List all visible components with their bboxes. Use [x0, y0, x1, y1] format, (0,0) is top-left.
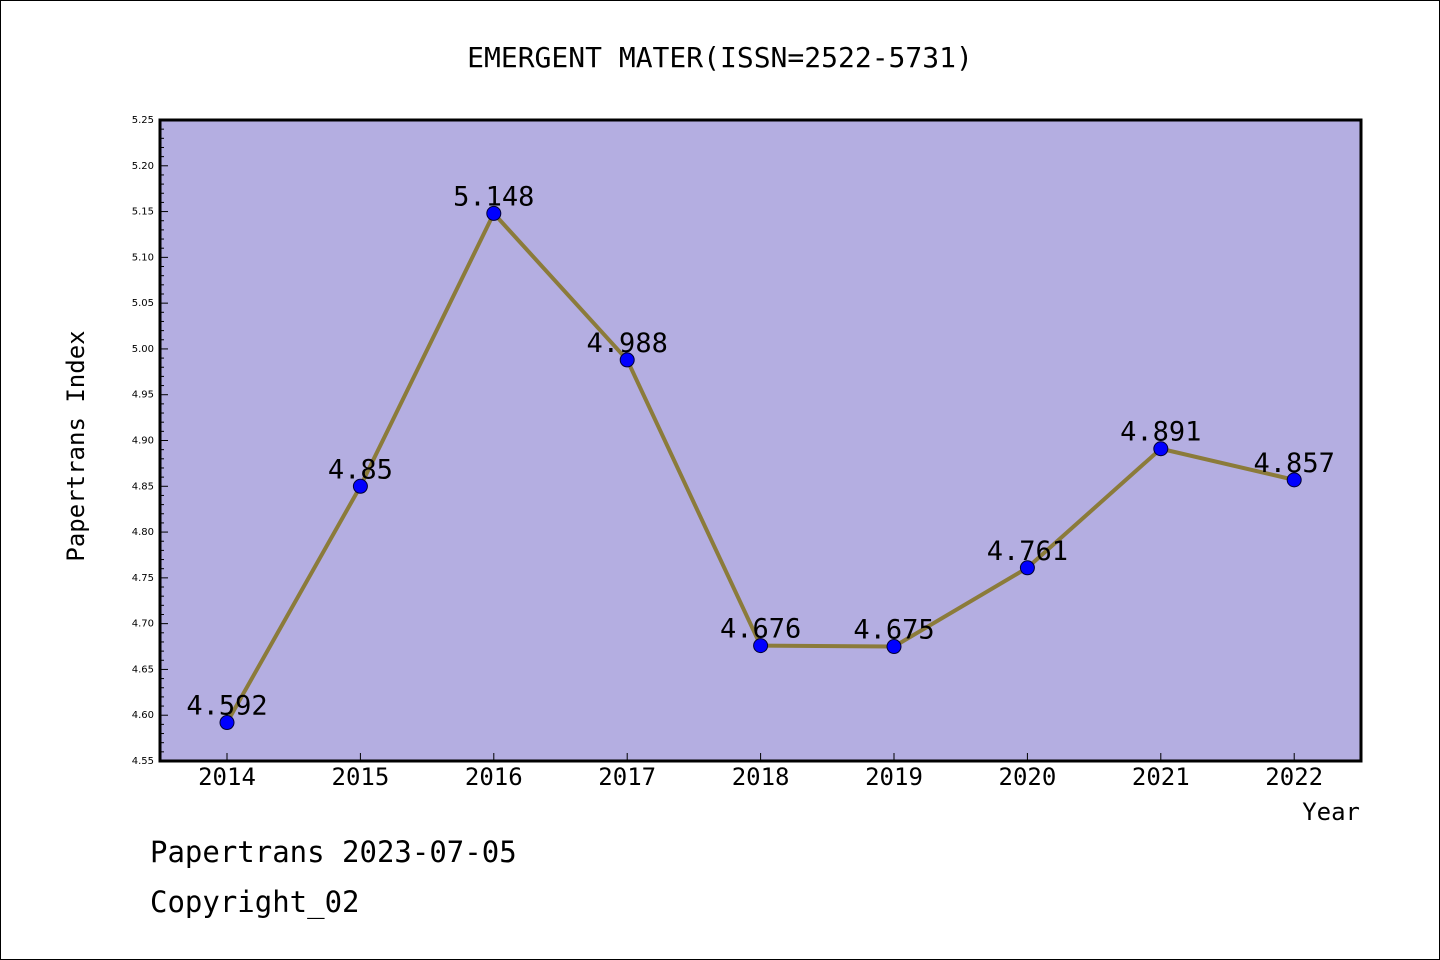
data-label: 4.988 — [587, 328, 668, 359]
x-axis-label: Year — [1302, 798, 1360, 826]
x-tick-label: 2021 — [1132, 763, 1190, 791]
data-point — [1019, 560, 1035, 576]
data-label: 4.676 — [720, 614, 801, 645]
data-label: 4.891 — [1120, 417, 1201, 448]
data-label: 4.761 — [987, 536, 1068, 567]
data-label: 4.675 — [853, 615, 934, 646]
data-point — [219, 715, 235, 731]
data-label: 4.857 — [1254, 448, 1335, 479]
y-tick-label: 5.15 — [132, 207, 154, 218]
chart-title: EMERGENT MATER(ISSN=2522-5731) — [467, 41, 973, 74]
data-point — [886, 639, 902, 655]
x-tick-label: 2022 — [1265, 763, 1323, 791]
y-tick-label: 4.55 — [132, 756, 154, 767]
y-tick-label: 4.95 — [132, 390, 154, 401]
data-point — [1153, 441, 1169, 457]
x-tick-label: 2017 — [598, 763, 656, 791]
y-axis: 4.55 4.60 4.65 4.70 4.75 4.80 4.85 4.90 4.95 5.00… — [132, 115, 168, 767]
data-label: 5.148 — [453, 181, 534, 212]
x-tick-label: 2018 — [732, 763, 790, 791]
y-axis-label: Papertrans Index — [62, 330, 90, 561]
footer-copyright-text: Copyright_02 — [150, 885, 360, 919]
y-tick-label: 4.80 — [132, 527, 154, 538]
y-tick-label: 5.00 — [132, 344, 154, 355]
data-label: 4.592 — [186, 691, 267, 722]
y-tick-label: 5.25 — [132, 115, 154, 126]
x-tick-label: 2015 — [332, 763, 390, 791]
data-label: 4.85 — [328, 454, 393, 485]
y-tick-label: 4.75 — [132, 573, 154, 584]
y-tick-label: 4.85 — [132, 481, 154, 492]
y-tick-label: 5.05 — [132, 298, 154, 309]
x-tick-label: 2014 — [198, 763, 256, 791]
y-tick-label: 4.65 — [132, 664, 154, 675]
x-tick-label: 2020 — [999, 763, 1057, 791]
y-tick-label: 5.10 — [132, 252, 154, 263]
data-point — [753, 638, 769, 654]
data-point — [1286, 472, 1302, 488]
plot-border — [158, 118, 1363, 763]
y-tick-label: 5.20 — [132, 161, 154, 172]
y-tick-label: 4.60 — [132, 710, 154, 721]
data-point — [619, 352, 635, 368]
data-point — [352, 478, 368, 494]
data-markers — [219, 205, 1302, 731]
data-labels: 4.592 4.85 5.148 4.988 4.676 4.675 4.761 4.891 4… — [186, 181, 1334, 721]
y-tick-label: 4.70 — [132, 619, 154, 630]
x-tick-label: 2016 — [465, 763, 523, 791]
plot-area — [160, 120, 1361, 761]
x-tick-label: 2019 — [865, 763, 923, 791]
data-point — [486, 205, 502, 221]
y-tick-label: 4.90 — [132, 436, 154, 447]
x-axis: 2014 2015 2016 2017 2018 2019 2020 2021 2022 — [198, 753, 1323, 791]
footer-date-text: Papertrans 2023-07-05 — [150, 835, 517, 869]
